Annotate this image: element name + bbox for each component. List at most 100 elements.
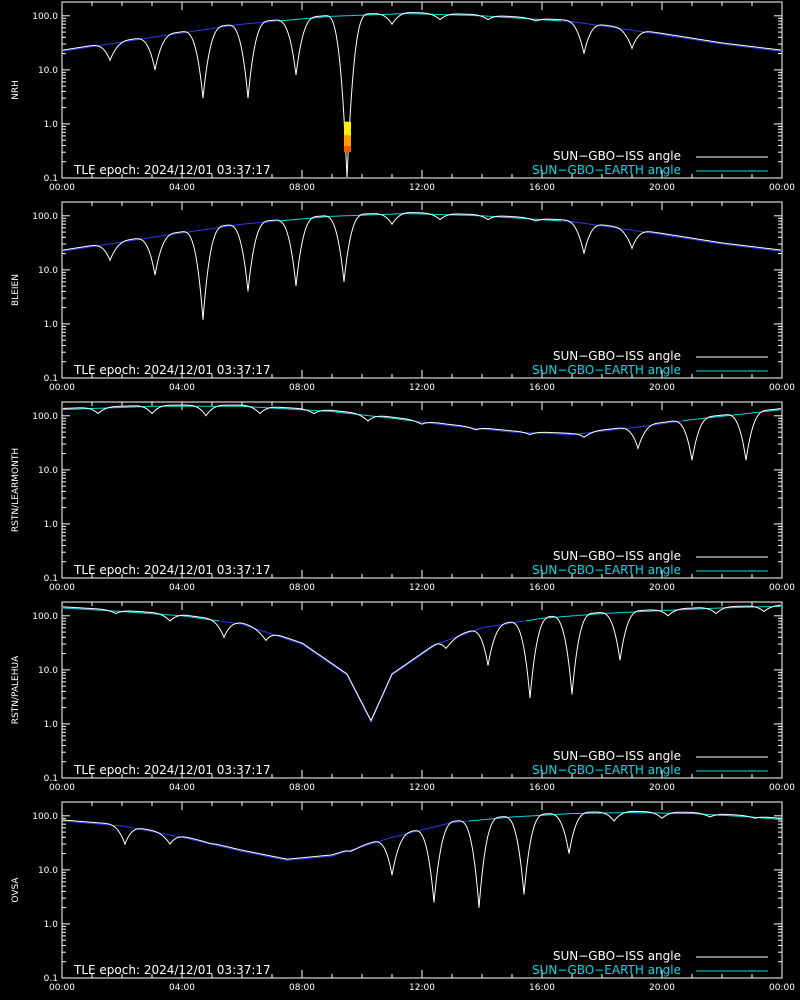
y-tick-label: 1.0 bbox=[44, 920, 59, 930]
x-tick-label: 00:00 bbox=[49, 783, 75, 793]
earth-angle-line-series bbox=[63, 405, 781, 422]
tle-epoch-label: TLE epoch: 2024/12/01 03:37:17 bbox=[73, 563, 271, 577]
x-tick-label: 20:00 bbox=[649, 383, 675, 393]
y-tick-label: 10.0 bbox=[38, 866, 58, 876]
y-tick-label: 10.0 bbox=[38, 466, 58, 476]
y-axis-label: RSTN/PALEHUA bbox=[11, 655, 21, 724]
earth-angle-line-series bbox=[277, 13, 562, 22]
iss-angle-line-series bbox=[63, 404, 781, 461]
x-tick-label: 04:00 bbox=[169, 383, 195, 393]
legend-earth-label: SUN−GBO−EARTH angle bbox=[532, 963, 681, 977]
x-tick-label: 08:00 bbox=[289, 983, 315, 993]
x-tick-label: 04:00 bbox=[169, 183, 195, 193]
x-tick-label: 00:00 bbox=[769, 583, 795, 593]
y-tick-label: 1.0 bbox=[44, 720, 59, 730]
x-tick-label: 20:00 bbox=[649, 983, 675, 993]
panel-3: 00:00 04:00 08:00 12:00 16:00 20:00 00:000.11.… bbox=[11, 401, 795, 593]
legend-iss-label: SUN−GBO−ISS angle bbox=[553, 749, 681, 763]
y-tick-label: 100.0 bbox=[32, 612, 58, 622]
y-tick-label: 0.1 bbox=[44, 574, 58, 584]
y-tick-label: 0.1 bbox=[44, 974, 58, 984]
x-tick-label: 08:00 bbox=[289, 783, 315, 793]
x-tick-label: 04:00 bbox=[169, 783, 195, 793]
x-tick-label: 12:00 bbox=[409, 583, 435, 593]
x-tick-label: 08:00 bbox=[289, 183, 315, 193]
tle-epoch-label: TLE epoch: 2024/12/01 03:37:17 bbox=[73, 363, 271, 377]
tle-epoch-label: TLE epoch: 2024/12/01 03:37:17 bbox=[73, 763, 271, 777]
panel-2: 00:00 04:00 08:00 12:00 16:00 20:00 00:000.11.… bbox=[11, 201, 795, 393]
x-tick-label: 12:00 bbox=[409, 983, 435, 993]
x-tick-label: 16:00 bbox=[529, 183, 555, 193]
panel-5: 00:00 04:00 08:00 12:00 16:00 20:00 00:000.11.… bbox=[11, 801, 795, 993]
y-tick-label: 10.0 bbox=[38, 266, 58, 276]
x-tick-label: 20:00 bbox=[649, 583, 675, 593]
x-tick-label: 16:00 bbox=[529, 983, 555, 993]
x-tick-label: 00:00 bbox=[769, 983, 795, 993]
y-tick-label: 100.0 bbox=[32, 212, 58, 222]
earth-angle-line-series bbox=[468, 812, 781, 822]
plot-area bbox=[63, 12, 781, 177]
x-tick-label: 04:00 bbox=[169, 983, 195, 993]
earth-angle-line-series bbox=[63, 605, 781, 622]
earth-angle-line-series bbox=[277, 213, 562, 222]
tle-epoch-label: TLE epoch: 2024/12/01 03:37:17 bbox=[73, 163, 271, 177]
y-tick-label: 100.0 bbox=[32, 812, 58, 822]
legend-earth-label: SUN−GBO−EARTH angle bbox=[532, 163, 681, 177]
x-tick-label: 08:00 bbox=[289, 383, 315, 393]
y-axis-label: BLEIEN bbox=[11, 274, 21, 306]
x-tick-label: 00:00 bbox=[49, 183, 75, 193]
legend-iss-label: SUN−GBO−ISS angle bbox=[553, 949, 681, 963]
x-tick-label: 12:00 bbox=[409, 383, 435, 393]
iss-angle-line-series bbox=[63, 212, 781, 320]
x-tick-label: 20:00 bbox=[649, 783, 675, 793]
x-tick-label: 00:00 bbox=[769, 183, 795, 193]
event-bar-segment bbox=[344, 146, 351, 153]
event-bar-segment bbox=[344, 135, 351, 147]
x-tick-label: 08:00 bbox=[289, 583, 315, 593]
tle-epoch-label: TLE epoch: 2024/12/01 03:37:17 bbox=[73, 963, 271, 977]
y-tick-label: 10.0 bbox=[38, 666, 58, 676]
panel-1: 00:00 04:00 08:00 12:00 16:00 20:00 00:000.11.… bbox=[11, 1, 795, 193]
x-tick-label: 00:00 bbox=[49, 583, 75, 593]
y-tick-label: 0.1 bbox=[44, 374, 58, 384]
iss-angle-line-series bbox=[63, 12, 781, 177]
y-axis-label: NRH bbox=[11, 80, 21, 100]
x-tick-label: 00:00 bbox=[769, 783, 795, 793]
legend-earth-label: SUN−GBO−EARTH angle bbox=[532, 763, 681, 777]
plot-area bbox=[63, 604, 781, 723]
y-tick-label: 1.0 bbox=[44, 520, 59, 530]
y-tick-label: 0.1 bbox=[44, 174, 58, 184]
x-tick-label: 00:00 bbox=[49, 983, 75, 993]
x-tick-label: 16:00 bbox=[529, 583, 555, 593]
earth-angle-line-series bbox=[63, 820, 468, 861]
plot-area bbox=[63, 212, 781, 320]
x-tick-label: 00:00 bbox=[769, 383, 795, 393]
plot-area bbox=[63, 404, 781, 461]
y-tick-label: 10.0 bbox=[38, 66, 58, 76]
y-axis-label: OVSA bbox=[11, 877, 21, 903]
y-axis-label: RSTN/LEARMONTH bbox=[11, 448, 21, 532]
iss-angle-line-series bbox=[63, 604, 781, 722]
legend-iss-label: SUN−GBO−ISS angle bbox=[553, 349, 681, 363]
x-tick-label: 04:00 bbox=[169, 583, 195, 593]
earth-angle-line-series bbox=[414, 420, 682, 436]
x-tick-label: 16:00 bbox=[529, 383, 555, 393]
panel-4: 00:00 04:00 08:00 12:00 16:00 20:00 00:000.11.… bbox=[11, 601, 795, 793]
legend-iss-label: SUN−GBO−ISS angle bbox=[553, 149, 681, 163]
legend-earth-label: SUN−GBO−EARTH angle bbox=[532, 563, 681, 577]
x-tick-label: 12:00 bbox=[409, 783, 435, 793]
y-tick-label: 1.0 bbox=[44, 320, 59, 330]
y-tick-label: 1.0 bbox=[44, 120, 59, 130]
x-tick-label: 16:00 bbox=[529, 783, 555, 793]
earth-angle-line-series bbox=[63, 220, 781, 252]
legend-iss-label: SUN−GBO−ISS angle bbox=[553, 549, 681, 563]
event-bar-segment bbox=[344, 121, 351, 136]
earth-angle-line-series bbox=[220, 620, 525, 723]
iss-angle-line-series bbox=[63, 810, 781, 908]
x-tick-label: 12:00 bbox=[409, 183, 435, 193]
earth-angle-line-series bbox=[63, 20, 781, 52]
x-tick-label: 20:00 bbox=[649, 183, 675, 193]
x-tick-label: 00:00 bbox=[49, 383, 75, 393]
y-tick-label: 100.0 bbox=[32, 412, 58, 422]
